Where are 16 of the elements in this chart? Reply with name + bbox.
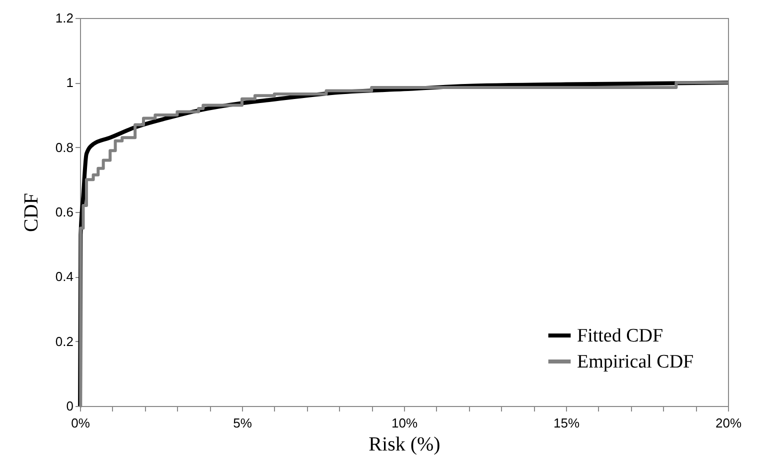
x-axis-title: Risk (%) — [368, 434, 440, 456]
y-tick-label: 0.2 — [55, 334, 74, 349]
y-axis-title: CDF — [20, 193, 42, 232]
x-tick-label: 20% — [715, 416, 742, 430]
x-tick-label: 0% — [71, 416, 90, 430]
x-tick-label: 5% — [233, 416, 252, 430]
y-tick-label: 1 — [66, 75, 74, 90]
y-tick-label: 1.2 — [55, 10, 74, 26]
y-tick-label: 0.8 — [55, 140, 74, 155]
legend-label: Fitted CDF — [577, 326, 664, 346]
y-tick-label: 0.4 — [55, 269, 74, 284]
x-tick-label: 10% — [391, 416, 418, 430]
y-tick-label: 0 — [66, 398, 74, 414]
legend-label: Empirical CDF — [577, 352, 694, 372]
y-tick-label: 0.6 — [55, 204, 74, 220]
x-tick-label: 15% — [553, 416, 580, 430]
